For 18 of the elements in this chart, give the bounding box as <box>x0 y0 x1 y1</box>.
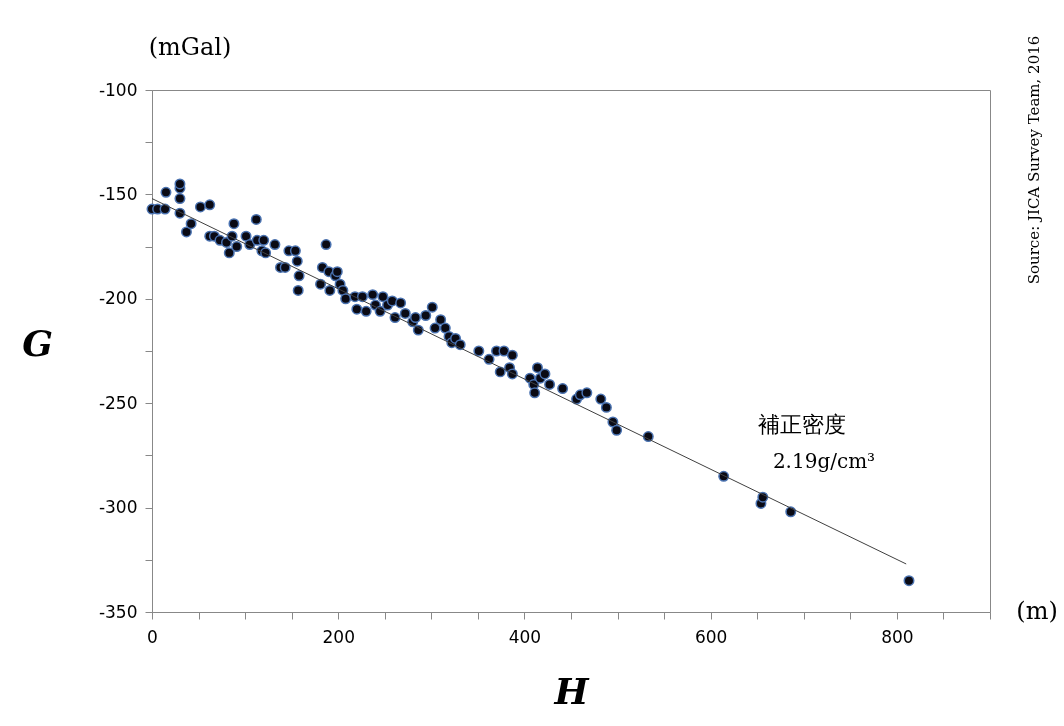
x-tick-label: 600 <box>694 626 728 647</box>
x-tick-label: 400 <box>508 626 542 647</box>
y-tick-label: -300 <box>98 497 138 518</box>
text: (m) <box>1016 597 1058 625</box>
x-axis-title: H <box>553 669 590 712</box>
x-tick-label: 200 <box>322 626 355 647</box>
y-tick-label: -350 <box>98 601 138 622</box>
y-tick-label: -100 <box>98 79 138 100</box>
y-tick-label: -200 <box>98 288 138 309</box>
annotation: 2.19g/cm³ <box>772 449 876 473</box>
y-tick-label: -250 <box>98 392 138 413</box>
annotation: 補正密度 <box>758 412 846 437</box>
x-tick-label: 800 <box>881 626 914 647</box>
source-note: Source: JICA Survey Team, 2016 <box>1025 35 1043 285</box>
x-tick-label: 0 <box>147 626 158 647</box>
y-axis-title: G <box>22 321 53 364</box>
y-tick-label: -150 <box>98 183 138 204</box>
text: (mGal) <box>148 33 232 61</box>
